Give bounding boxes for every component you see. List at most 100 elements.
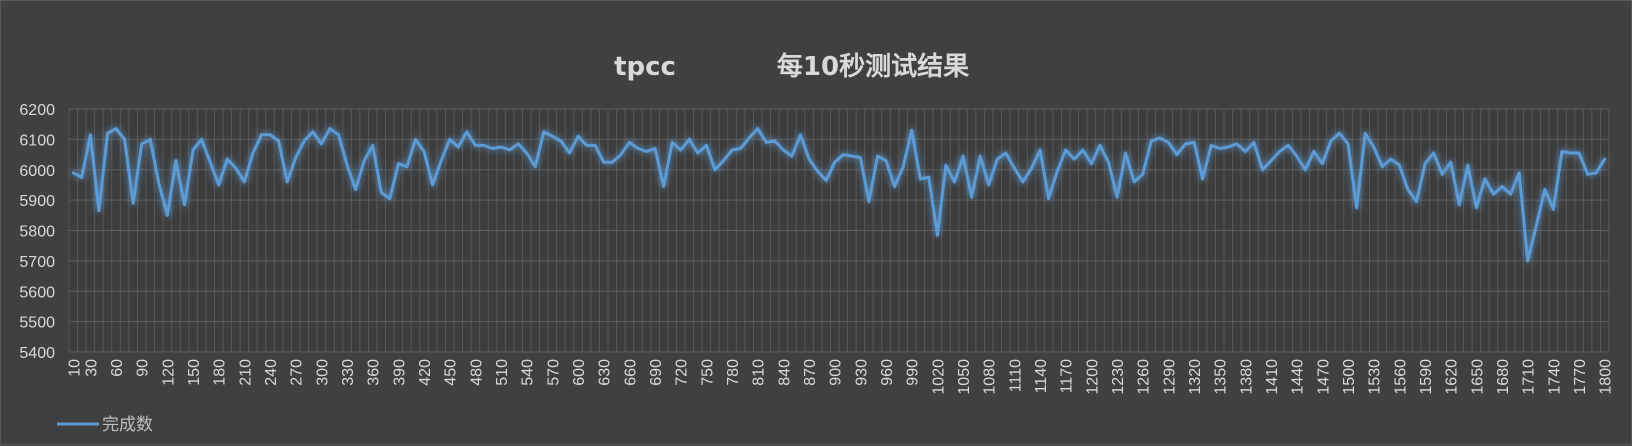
x-tick-label: 10 bbox=[66, 359, 83, 377]
x-tick-label: 780 bbox=[725, 359, 742, 386]
data-point bbox=[1517, 171, 1521, 175]
x-tick-label: 240 bbox=[263, 359, 280, 386]
data-point bbox=[1184, 142, 1187, 146]
data-point bbox=[1064, 148, 1068, 152]
data-point bbox=[722, 159, 725, 163]
data-point bbox=[833, 160, 837, 164]
data-point bbox=[995, 157, 999, 161]
data-point bbox=[1415, 200, 1418, 204]
x-tick-label: 720 bbox=[674, 359, 691, 386]
data-point bbox=[653, 147, 657, 150]
data-point bbox=[773, 139, 777, 143]
data-point bbox=[525, 151, 529, 155]
data-point bbox=[131, 201, 135, 205]
x-tick-label: 810 bbox=[751, 359, 768, 386]
data-point bbox=[799, 133, 802, 137]
data-point bbox=[174, 159, 178, 163]
data-point bbox=[1107, 160, 1110, 164]
data-point bbox=[739, 147, 742, 150]
data-point bbox=[824, 179, 828, 182]
data-point bbox=[491, 147, 494, 150]
x-tick-label: 1350 bbox=[1213, 359, 1230, 395]
data-point bbox=[354, 188, 357, 191]
legend-label: 完成数 bbox=[102, 415, 153, 435]
data-point bbox=[268, 133, 272, 137]
x-tick-label: 1080 bbox=[982, 359, 999, 395]
x-tick-label: 270 bbox=[289, 359, 306, 386]
data-point bbox=[114, 127, 118, 131]
data-point bbox=[1090, 162, 1093, 166]
x-tick-label: 330 bbox=[340, 359, 357, 386]
data-point bbox=[448, 138, 452, 141]
x-tick-label: 1020 bbox=[930, 359, 947, 395]
data-point bbox=[414, 138, 417, 141]
data-point bbox=[1030, 166, 1033, 170]
x-tick-label: 360 bbox=[366, 359, 383, 386]
data-point bbox=[559, 139, 563, 143]
x-axis-ticks: 10 30 60 90 120 150 180 210 240 270 300 330 360 390 42… bbox=[66, 359, 1614, 395]
data-point bbox=[243, 180, 246, 184]
x-tick-label: 1620 bbox=[1444, 359, 1461, 395]
x-tick-label: 1110 bbox=[1007, 359, 1024, 392]
x-tick-label: 960 bbox=[879, 359, 896, 386]
data-point bbox=[1552, 207, 1555, 211]
data-point bbox=[1226, 145, 1230, 149]
data-point bbox=[1209, 144, 1213, 147]
data-point bbox=[619, 153, 623, 157]
y-axis-ticks: 5400 5500 5600 5700 5800 5900 6000 6100 6200 bbox=[19, 102, 55, 362]
data-point bbox=[876, 154, 879, 158]
x-tick-label: 210 bbox=[237, 359, 254, 386]
data-point bbox=[285, 180, 289, 184]
data-point bbox=[123, 138, 126, 141]
data-point bbox=[431, 183, 434, 187]
x-tick-label: 1650 bbox=[1469, 359, 1486, 395]
data-point bbox=[328, 127, 332, 131]
data-point bbox=[422, 150, 426, 153]
data-point bbox=[970, 195, 973, 199]
data-point bbox=[1124, 151, 1127, 155]
data-point bbox=[1398, 163, 1401, 167]
x-tick-label: 30 bbox=[83, 359, 100, 377]
data-point bbox=[807, 157, 811, 161]
x-tick-label: 1800 bbox=[1598, 359, 1615, 395]
data-point bbox=[1252, 141, 1256, 144]
y-tick-label: 6000 bbox=[19, 163, 55, 180]
data-point bbox=[747, 136, 751, 140]
data-point bbox=[602, 160, 606, 164]
data-point bbox=[636, 147, 640, 150]
data-point bbox=[1072, 157, 1076, 161]
data-point bbox=[97, 209, 101, 213]
data-point bbox=[320, 142, 323, 146]
data-point bbox=[1021, 180, 1025, 184]
data-point bbox=[576, 134, 580, 138]
x-tick-label: 990 bbox=[905, 359, 922, 386]
data-point bbox=[901, 165, 905, 169]
data-point bbox=[1406, 188, 1410, 191]
data-point bbox=[166, 213, 169, 217]
data-point bbox=[482, 144, 486, 147]
x-tick-label: 1680 bbox=[1495, 359, 1512, 395]
data-point bbox=[705, 144, 708, 147]
data-point bbox=[782, 148, 785, 152]
x-tick-label: 930 bbox=[853, 359, 870, 386]
data-point bbox=[1261, 168, 1264, 172]
data-point bbox=[1346, 142, 1350, 146]
data-point bbox=[910, 128, 914, 132]
data-point bbox=[148, 138, 152, 141]
data-point bbox=[516, 142, 520, 146]
data-point bbox=[80, 175, 84, 179]
data-point bbox=[1201, 177, 1204, 181]
data-point bbox=[790, 154, 794, 158]
x-tick-label: 600 bbox=[571, 359, 588, 386]
data-point bbox=[499, 145, 503, 149]
x-tick-label: 60 bbox=[109, 359, 126, 377]
x-tick-label: 750 bbox=[699, 359, 716, 386]
data-point bbox=[106, 131, 109, 135]
x-tick-label: 540 bbox=[520, 359, 537, 386]
data-point bbox=[850, 154, 854, 158]
data-point bbox=[1603, 157, 1607, 161]
x-tick-label: 1260 bbox=[1136, 359, 1153, 395]
data-point bbox=[1278, 150, 1281, 153]
y-tick-label: 5900 bbox=[19, 193, 55, 210]
data-point bbox=[362, 159, 366, 163]
